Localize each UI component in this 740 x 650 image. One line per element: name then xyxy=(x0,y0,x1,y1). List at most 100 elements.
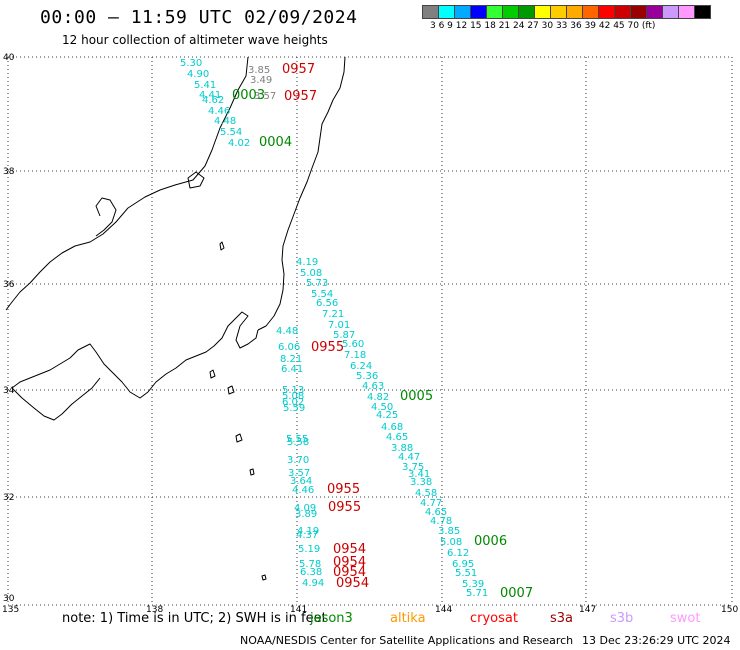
wave-height-value: 4.19 xyxy=(296,257,318,268)
pass-time-label: 0007 xyxy=(500,586,533,601)
pass-time-label: 0954 xyxy=(333,542,366,557)
wave-height-value: 5.19 xyxy=(298,544,320,555)
wave-height-value: 7.18 xyxy=(344,350,366,361)
legend-labels: 3 6 9 12 15 18 21 24 27 30 33 36 39 42 4… xyxy=(430,21,656,31)
wave-height-value: 5.13 xyxy=(282,385,304,396)
wave-height-value: 5.78 xyxy=(299,559,321,570)
wave-height-value: 4.58 xyxy=(415,488,437,499)
wave-height-value: 4.77 xyxy=(420,498,442,509)
wave-height-value: 5.54 xyxy=(220,127,242,138)
wave-height-value: 5.54 xyxy=(311,289,333,300)
pass-time-label: 0954 xyxy=(333,555,366,570)
wave-height-value: 4.62 xyxy=(202,95,224,106)
wave-height-value: 3.57 xyxy=(288,468,310,479)
wave-height-value: 6.02 xyxy=(282,397,304,408)
wave-height-value: 4.65 xyxy=(386,432,408,443)
wave-height-value: 5.08 xyxy=(300,268,322,279)
wave-height-value: 4.50 xyxy=(371,402,393,413)
wave-height-value: 3.57 xyxy=(254,91,276,102)
pass-time-label: 0006 xyxy=(474,534,507,549)
wave-height-value: 7.21 xyxy=(322,309,344,320)
pass-time-label: 0955 xyxy=(311,340,344,355)
wave-height-value: 4.41 xyxy=(199,90,221,101)
wave-height-value: 4.82 xyxy=(367,392,389,403)
wave-height-value: 6.95 xyxy=(452,559,474,570)
legend-swatch xyxy=(694,5,711,19)
pass-time-label: 0954 xyxy=(336,576,369,591)
wave-height-value: 3.49 xyxy=(250,75,272,86)
wave-height-value: 3.70 xyxy=(287,455,309,466)
pass-time-label: 0954 xyxy=(333,565,366,580)
wave-height-value: 4.68 xyxy=(381,422,403,433)
lat-label: 36 xyxy=(3,280,15,290)
wave-height-value: 5.30 xyxy=(180,58,202,69)
mission-s3b-label: s3b xyxy=(610,611,634,626)
wave-height-value: 3.75 xyxy=(402,462,424,473)
wave-height-value: 5.59 xyxy=(283,403,305,414)
pass-time-label: 0955 xyxy=(328,500,361,515)
wave-height-value: 5.39 xyxy=(462,579,484,590)
wave-height-value: 5.41 xyxy=(194,80,216,91)
pass-time-label: 0003 xyxy=(232,88,265,103)
wave-height-value: 4.19 xyxy=(297,526,319,537)
wave-height-value: 4.09 xyxy=(294,503,316,514)
wave-height-value: 5.58 xyxy=(287,437,309,448)
wave-height-value: 3.88 xyxy=(391,443,413,454)
wave-height-value: 5.55 xyxy=(286,434,308,445)
lon-label: 147 xyxy=(579,605,596,615)
pass-time-label: 0955 xyxy=(327,482,360,497)
wave-height-value: 4.46 xyxy=(292,485,314,496)
wave-height-value: 5.36 xyxy=(356,371,378,382)
lon-label: 144 xyxy=(435,605,452,615)
wave-height-value: 4.63 xyxy=(362,381,384,392)
wave-height-color-legend xyxy=(422,5,711,19)
wave-height-value: 4.48 xyxy=(214,116,236,127)
lat-label: 38 xyxy=(3,167,15,177)
wave-height-value: 4.37 xyxy=(296,530,318,541)
wave-height-value: 6.24 xyxy=(350,361,372,372)
wave-height-value: 5.51 xyxy=(455,568,477,579)
wave-height-value: 3.64 xyxy=(290,476,312,487)
lat-label: 32 xyxy=(3,493,14,503)
map-frame xyxy=(7,56,733,606)
wave-height-value: 5.08 xyxy=(282,391,304,402)
lon-label: 141 xyxy=(290,605,307,615)
generated-timestamp: 13 Dec 23:26:29 UTC 2024 xyxy=(582,634,731,647)
wave-height-value: 5.08 xyxy=(440,537,462,548)
pass-time-label: 0004 xyxy=(259,135,292,150)
wave-height-value: 6.38 xyxy=(300,567,322,578)
wave-height-value: 4.02 xyxy=(228,138,250,149)
pass-time-label: 0957 xyxy=(284,89,317,104)
mission-s3a-label: s3a xyxy=(550,611,574,626)
wave-height-value: 6.06 xyxy=(278,342,300,353)
credit-line: NOAA/NESDIS Center for Satellite Applica… xyxy=(240,634,574,647)
graticule xyxy=(8,57,732,605)
wave-height-value: 4.78 xyxy=(430,516,452,527)
wave-height-value: 4.94 xyxy=(302,578,324,589)
wave-height-value: 4.90 xyxy=(187,69,209,80)
wave-height-value: 4.47 xyxy=(398,452,420,463)
wave-height-value: 5.73 xyxy=(306,278,328,289)
wave-height-value: 4.48 xyxy=(276,326,298,337)
lon-label: 150 xyxy=(721,605,738,615)
lat-label: 40 xyxy=(3,53,15,63)
wave-height-value: 5.60 xyxy=(342,339,364,350)
wave-height-value: 3.89 xyxy=(295,509,317,520)
coastline xyxy=(5,56,346,581)
wave-height-value: 8.21 xyxy=(280,354,302,365)
wave-height-value: 3.41 xyxy=(408,469,430,480)
wave-height-value: 3.85 xyxy=(248,65,270,76)
wave-height-value: 7.01 xyxy=(328,320,350,331)
lat-label: 34 xyxy=(3,386,15,396)
lon-label: 138 xyxy=(146,605,163,615)
pass-time-label: 0005 xyxy=(400,389,433,404)
wave-height-value: 6.41 xyxy=(281,364,303,375)
wave-height-value: 5.71 xyxy=(466,588,488,599)
lon-label: 135 xyxy=(2,605,19,615)
mission-cryosat-label: cryosat xyxy=(470,611,518,626)
mission-swot-label: swot xyxy=(670,611,701,626)
mission-altika-label: altika xyxy=(390,611,426,626)
wave-height-value: 4.65 xyxy=(425,507,447,518)
wave-height-value: 5.87 xyxy=(333,330,355,341)
